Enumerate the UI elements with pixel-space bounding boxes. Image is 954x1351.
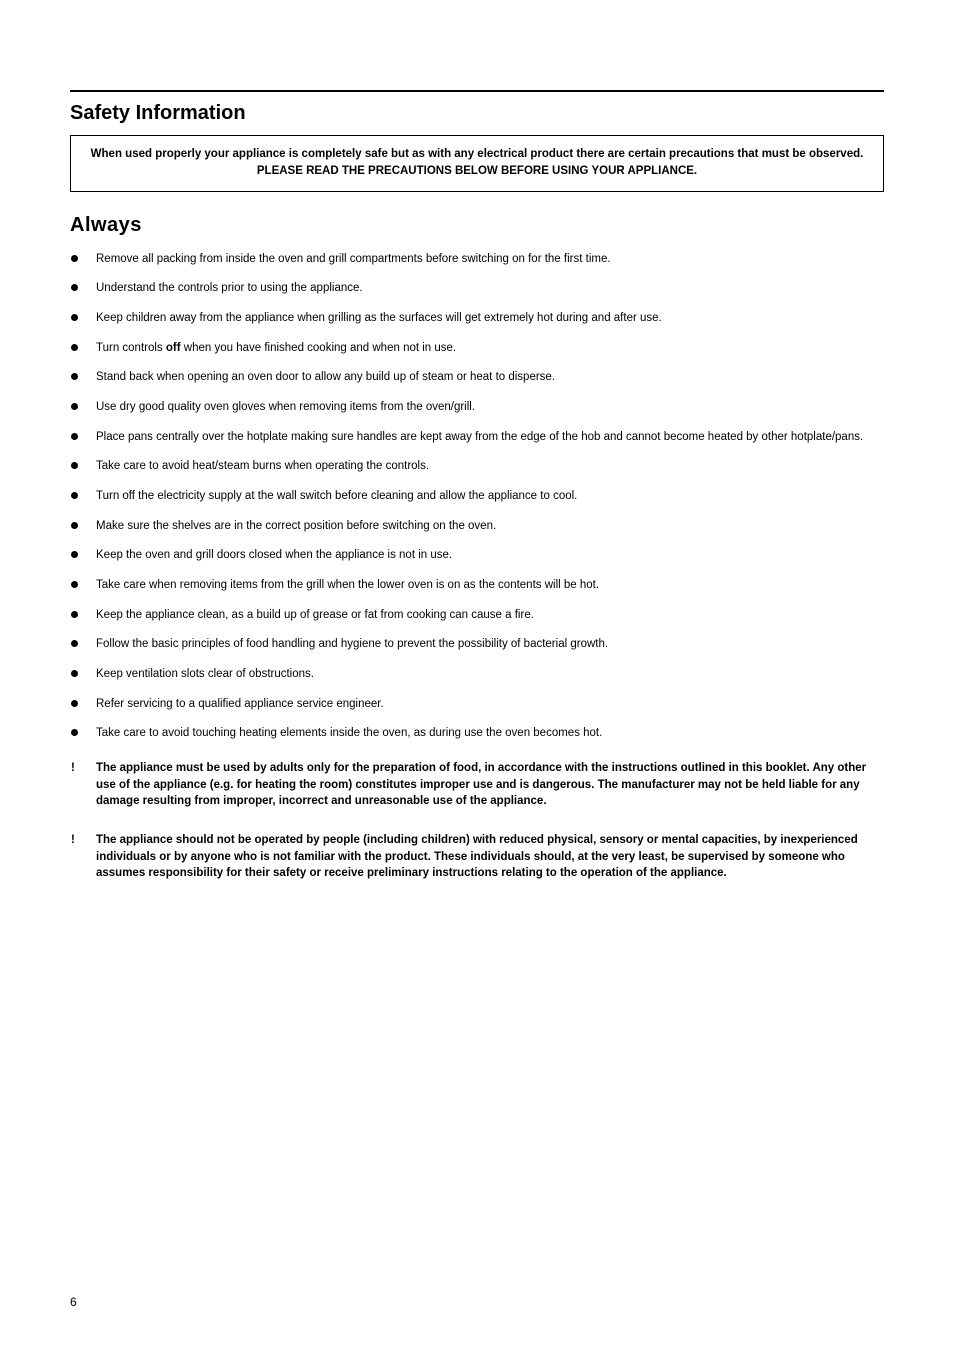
bang-icon: ! (71, 760, 75, 777)
warning-paragraph-1: ! The appliance must be used by adults o… (70, 760, 884, 810)
warning-line-1: When used properly your appliance is com… (91, 148, 864, 160)
list-item: Make sure the shelves are in the correct… (70, 518, 884, 535)
list-item: Turn controls off when you have finished… (70, 340, 884, 357)
warning-line-2: PLEASE READ THE PRECAUTIONS BELOW BEFORE… (257, 165, 697, 177)
text-fragment: when you have finished cooking and when … (181, 342, 457, 354)
list-item: Keep ventilation slots clear of obstruct… (70, 666, 884, 683)
list-item: Place pans centrally over the hotplate m… (70, 429, 884, 446)
page-number: 6 (70, 1295, 77, 1309)
top-rule (70, 90, 884, 92)
bold-text: off (166, 342, 181, 354)
text-fragment: Turn controls (96, 342, 166, 354)
page-title: Safety Information (70, 102, 884, 125)
list-item: Take care to avoid touching heating elem… (70, 725, 884, 742)
list-item: Follow the basic principles of food hand… (70, 636, 884, 653)
list-item: Remove all packing from inside the oven … (70, 251, 884, 268)
list-item: Understand the controls prior to using t… (70, 280, 884, 297)
warning-text-1: The appliance must be used by adults onl… (96, 762, 866, 807)
list-item: Refer servicing to a qualified appliance… (70, 696, 884, 713)
warning-text-2: The appliance should not be operated by … (96, 834, 858, 879)
bang-icon: ! (71, 832, 75, 849)
list-item: Keep the oven and grill doors closed whe… (70, 547, 884, 564)
subtitle-always: Always (70, 214, 884, 237)
list-item: Use dry good quality oven gloves when re… (70, 399, 884, 416)
list-item: Turn off the electricity supply at the w… (70, 488, 884, 505)
list-item: Keep children away from the appliance wh… (70, 310, 884, 327)
list-item: Take care when removing items from the g… (70, 577, 884, 594)
list-item: Keep the appliance clean, as a build up … (70, 607, 884, 624)
list-item: Take care to avoid heat/steam burns when… (70, 458, 884, 475)
warning-box: When used properly your appliance is com… (70, 136, 884, 192)
warning-paragraph-2: ! The appliance should not be operated b… (70, 832, 884, 882)
list-item: Stand back when opening an oven door to … (70, 369, 884, 386)
bullet-list: Remove all packing from inside the oven … (70, 251, 884, 742)
